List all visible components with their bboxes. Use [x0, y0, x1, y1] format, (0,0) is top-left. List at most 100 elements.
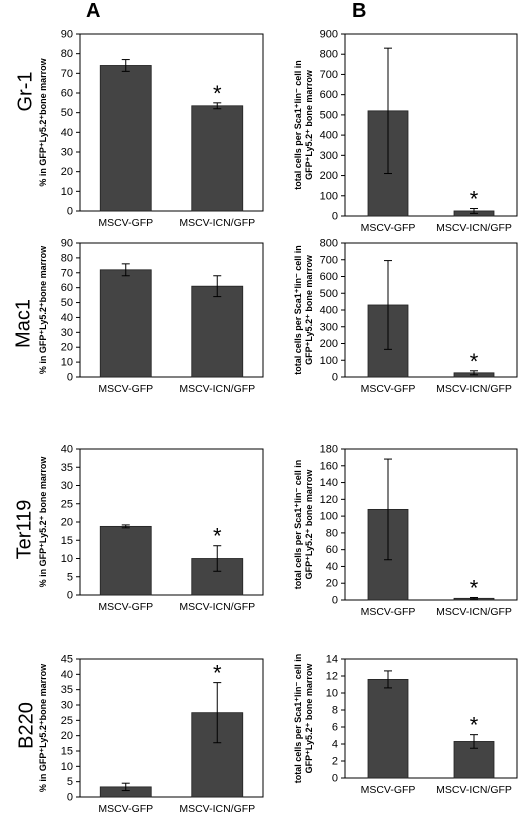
y-tick-label: 120 [320, 494, 338, 506]
bar [99, 525, 152, 596]
y-tick-label: 5 [67, 571, 73, 583]
x-tick-label: MSCV-GFP [361, 383, 416, 395]
significance-star: * [213, 524, 222, 549]
y-tick-label: 200 [320, 338, 338, 350]
y-tick-label: 25 [61, 498, 73, 510]
y-tick-label: 70 [61, 68, 73, 80]
y-tick-label: 180 [320, 444, 338, 456]
y-tick-label: 40 [61, 669, 73, 681]
y-tick-label: 5 [67, 776, 73, 788]
y-tick-label: 10 [61, 357, 73, 369]
bar [99, 65, 152, 212]
y-tick-label: 6 [332, 722, 338, 734]
y-axis-label: total cells per Sca1⁺lin⁻ cell in [293, 654, 303, 784]
y-tick-label: 30 [61, 480, 73, 492]
y-tick-label: 900 [320, 29, 338, 41]
y-tick-label: 10 [61, 186, 73, 198]
significance-star: * [213, 81, 222, 106]
y-tick-label: 400 [320, 305, 338, 317]
y-tick-label: 600 [320, 89, 338, 101]
y-tick-label: 35 [61, 462, 73, 474]
y-tick-label: 20 [61, 517, 73, 529]
y-tick-label: 0 [67, 590, 73, 602]
y-axis-label: % in GFP⁺Ly5.2⁺bone marrow [38, 663, 48, 792]
y-tick-label: 700 [320, 69, 338, 81]
y-axis-label: % in GFP⁺Ly5.2⁺ bone marrow [38, 456, 48, 588]
y-tick-label: 20 [326, 578, 338, 590]
y-tick-label: 100 [320, 511, 338, 523]
y-tick-label: 800 [320, 49, 338, 61]
plot-frame [79, 242, 264, 378]
significance-star: * [470, 187, 479, 212]
y-tick-label: 14 [326, 654, 338, 666]
y-tick-label: 500 [320, 288, 338, 300]
significance-star: * [470, 713, 479, 738]
y-tick-label: 0 [67, 206, 73, 218]
y-tick-label: 300 [320, 321, 338, 333]
x-tick-label: MSCV-ICN/GFP [436, 383, 512, 395]
plot-frame [344, 448, 518, 601]
y-axis-label: GFP⁺Ly5.2⁺ bone marrow [304, 254, 314, 365]
y-tick-label: 40 [61, 127, 73, 139]
y-tick-label: 0 [332, 372, 338, 384]
y-tick-label: 60 [326, 544, 338, 556]
y-axis-label: GFP⁺Ly5.2⁺ bone marrow [304, 663, 314, 774]
y-tick-label: 0 [67, 792, 73, 804]
y-tick-label: 80 [326, 527, 338, 539]
y-tick-label: 70 [61, 267, 73, 279]
x-tick-label: MSCV-ICN/GFP [179, 601, 255, 613]
y-tick-label: 40 [326, 561, 338, 573]
y-tick-label: 400 [320, 130, 338, 142]
y-tick-label: 200 [320, 170, 338, 182]
y-tick-label: 30 [61, 700, 73, 712]
y-axis-label: GFP⁺Ly5.2⁺ bone marrow [304, 69, 314, 180]
y-tick-label: 700 [320, 254, 338, 266]
y-tick-label: 40 [61, 312, 73, 324]
y-tick-label: 4 [332, 739, 338, 751]
panel-letter-b: B [352, 0, 367, 22]
y-tick-label: 10 [61, 553, 73, 565]
y-tick-label: 300 [320, 150, 338, 162]
y-tick-label: 0 [332, 595, 338, 607]
y-tick-label: 50 [61, 297, 73, 309]
y-tick-label: 100 [320, 355, 338, 367]
significance-star: * [470, 349, 479, 374]
significance-star: * [213, 661, 222, 686]
y-tick-label: 80 [61, 48, 73, 60]
y-tick-label: 140 [320, 477, 338, 489]
x-tick-label: MSCV-GFP [361, 606, 416, 618]
plot-frame [344, 658, 518, 779]
y-tick-label: 20 [61, 730, 73, 742]
y-tick-label: 160 [320, 460, 338, 472]
plot-frame [344, 33, 518, 217]
x-tick-label: MSCV-GFP [98, 601, 153, 613]
x-tick-label: MSCV-ICN/GFP [436, 606, 512, 618]
y-axis-label: % in GFP⁺Ly5.2⁺bone marrow [38, 245, 48, 374]
y-tick-label: 10 [326, 688, 338, 700]
y-tick-label: 15 [61, 535, 73, 547]
x-tick-label: MSCV-ICN/GFP [179, 217, 255, 229]
y-tick-label: 40 [61, 444, 73, 456]
x-tick-label: MSCV-GFP [98, 383, 153, 395]
plot-frame [79, 33, 264, 212]
y-tick-label: 90 [61, 29, 73, 41]
y-tick-label: 0 [332, 773, 338, 785]
y-tick-label: 600 [320, 271, 338, 283]
y-tick-label: 100 [320, 190, 338, 202]
y-tick-label: 10 [61, 761, 73, 773]
x-tick-label: MSCV-GFP [98, 217, 153, 229]
y-tick-label: 15 [61, 746, 73, 758]
y-tick-label: 25 [61, 715, 73, 727]
y-tick-label: 50 [61, 107, 73, 119]
significance-star: * [470, 575, 479, 600]
bar [367, 679, 409, 779]
y-tick-label: 30 [61, 147, 73, 159]
y-tick-label: 90 [61, 238, 73, 250]
